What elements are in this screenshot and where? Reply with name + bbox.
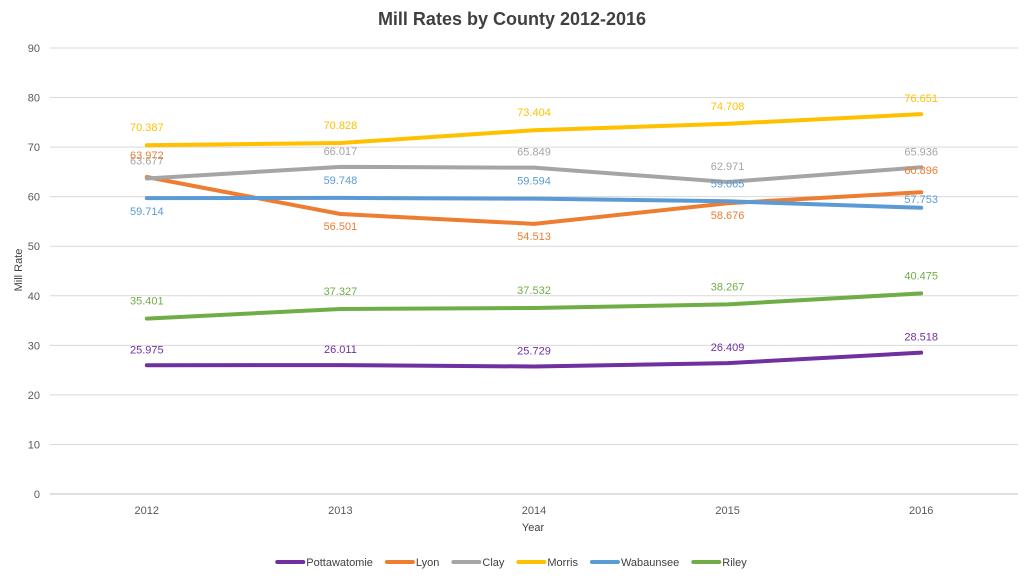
legend-label-pottawatomie: Pottawatomie — [306, 557, 373, 569]
y-tick-label: 10 — [28, 439, 40, 451]
data-label-riley: 37.532 — [517, 285, 551, 297]
data-label-riley: 35.401 — [130, 296, 164, 308]
x-tick-label: 2015 — [715, 505, 739, 517]
series-line-morris — [144, 112, 924, 148]
chart-title: Mill Rates by County 2012-2016 — [378, 9, 646, 29]
series-line-lyon — [144, 174, 924, 226]
series-line-riley — [144, 291, 924, 321]
y-axis-title: Mill Rate — [13, 249, 25, 292]
data-label-lyon: 54.513 — [517, 231, 551, 243]
data-label-clay: 62.971 — [711, 161, 745, 173]
data-labels: 25.975 26.011 25.729 26.409 28.518 63.972 56.5… — [130, 93, 938, 357]
y-tick-label: 0 — [34, 489, 40, 501]
data-label-clay: 65.936 — [904, 146, 938, 158]
data-label-wabaunsee: 59.714 — [130, 206, 164, 218]
data-label-lyon: 63.972 — [130, 150, 164, 162]
x-axis-ticks: 2012 2013 2014 2015 2016 — [135, 505, 934, 517]
data-label-lyon: 56.501 — [324, 221, 358, 233]
y-tick-label: 70 — [28, 142, 40, 154]
series-lines — [144, 112, 924, 369]
y-tick-label: 30 — [28, 340, 40, 352]
data-label-morris: 70.387 — [130, 122, 164, 134]
data-label-wabaunsee: 57.753 — [904, 194, 938, 206]
data-label-morris: 70.828 — [324, 120, 358, 132]
data-label-riley: 40.475 — [904, 270, 938, 282]
legend-label-lyon: Lyon — [416, 557, 439, 569]
data-label-pottawatomie: 26.011 — [324, 344, 357, 356]
data-label-clay: 63.677 — [130, 155, 164, 167]
x-tick-label: 2013 — [328, 505, 352, 517]
y-tick-label: 20 — [28, 390, 40, 402]
data-label-pottawatomie: 25.729 — [517, 345, 551, 357]
y-tick-label: 60 — [28, 192, 40, 204]
data-label-clay: 66.017 — [324, 146, 358, 158]
y-tick-label: 80 — [28, 93, 40, 105]
legend: Pottawatomie Lyon Clay Morris Wabaunsee Riley — [275, 557, 747, 569]
data-label-clay: 65.849 — [517, 147, 551, 159]
y-tick-label: 90 — [28, 43, 40, 55]
data-label-pottawatomie: 25.975 — [130, 344, 164, 356]
x-tick-label: 2012 — [135, 505, 159, 517]
data-label-wabaunsee: 59.748 — [324, 175, 358, 187]
data-label-lyon: 58.676 — [711, 210, 745, 222]
legend-label-wabaunsee: Wabaunsee — [621, 557, 679, 569]
x-axis-title: Year — [522, 522, 545, 534]
data-label-morris: 74.708 — [711, 101, 745, 113]
x-tick-label: 2014 — [522, 505, 546, 517]
y-tick-label: 50 — [28, 241, 40, 253]
data-label-wabaunsee: 59.065 — [711, 178, 745, 190]
x-tick-label: 2016 — [909, 505, 933, 517]
data-label-riley: 37.327 — [324, 286, 358, 298]
series-line-wabaunsee — [144, 195, 924, 210]
data-label-wabaunsee: 59.594 — [517, 176, 551, 188]
data-label-morris: 73.404 — [517, 107, 551, 119]
series-line-clay — [144, 164, 924, 184]
y-tick-label: 40 — [28, 291, 40, 303]
data-label-lyon: 60.896 — [904, 165, 938, 177]
data-label-pottawatomie: 26.409 — [711, 342, 745, 354]
legend-label-riley: Riley — [722, 557, 747, 569]
y-axis-ticks: 0 10 20 30 40 50 60 70 80 90 — [28, 43, 40, 501]
legend-label-clay: Clay — [482, 557, 505, 569]
data-label-pottawatomie: 28.518 — [904, 332, 938, 344]
data-label-morris: 76.651 — [904, 93, 938, 105]
series-line-pottawatomie — [144, 350, 924, 369]
legend-label-morris: Morris — [547, 557, 578, 569]
data-label-riley: 38.267 — [711, 281, 745, 293]
